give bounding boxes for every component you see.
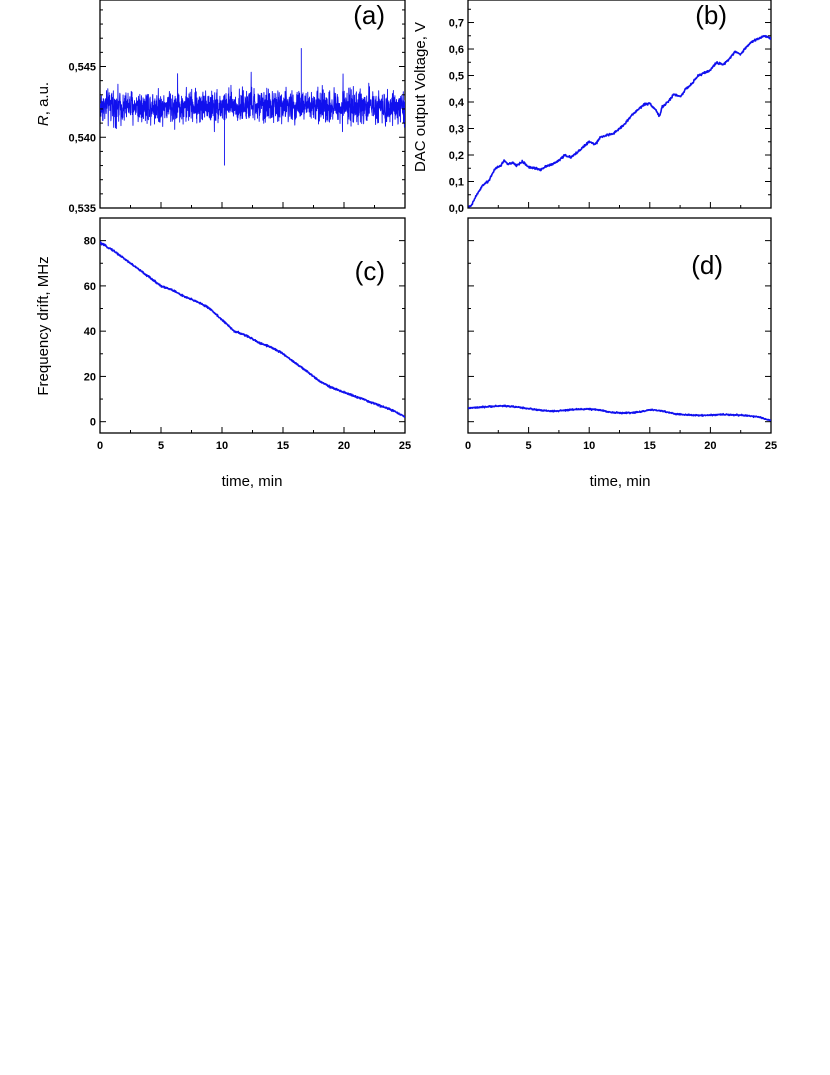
panel-a-ylabel-rest: , a.u. [35,82,52,115]
panel-a-label: (a) [353,0,385,30]
x-tick-label: 5 [526,440,532,452]
panel-a: 0,535 0,540 0,545 (a) R, a.u. [35,0,406,215]
panel-d-xticks: 0 5 10 15 20 25 [465,427,777,452]
panel-b-series-line [468,34,771,208]
y-tick-label: 0,2 [449,150,464,162]
panel-d-frame [467,217,772,434]
y-tick-label: 0,0 [449,203,464,215]
panel-b-label: (b) [695,0,727,30]
y-tick-label: 0,6 [449,44,464,56]
panel-a-ylabel: R, a.u. [35,82,52,126]
x-tick-label: 10 [583,440,595,452]
x-tick-label: 20 [704,440,716,452]
x-tick-label: 0 [465,440,471,452]
panel-c-frame [99,217,406,434]
panel-b-ylabel: DAC output Voltage, V [412,22,429,172]
y-tick-label: 40 [84,326,96,338]
panel-a-ylabel-italic: R [35,115,52,126]
panel-a-traces [100,48,405,166]
panel-c-yticks: 0 20 40 60 80 [84,217,405,429]
y-tick-label: 0,1 [449,177,464,189]
y-tick-label: 0,5 [449,71,464,83]
y-tick-label: 0,540 [68,132,96,144]
panel-c-ylabel: Frequency drift, MHz [35,256,52,395]
panel-b-yticks: 0,0 0,1 0,2 0,3 0,4 0,5 0,6 0,7 [449,8,771,215]
x-tick-label: 25 [399,440,411,452]
y-tick-label: 0,7 [449,18,464,30]
panel-a-yticks: 0,535 0,540 0,545 [68,9,405,215]
y-tick-label: 0,4 [449,97,465,109]
y-tick-label: 60 [84,281,96,293]
x-tick-label: 15 [644,440,656,452]
x-tick-label: 0 [97,440,103,452]
panel-a-series-line [100,48,405,166]
panel-c: 0 20 40 60 80 0 5 10 15 20 25 (c) Frequency drift… [35,217,411,490]
y-tick-label: 0,3 [449,124,464,136]
panel-b: 0,0 0,1 0,2 0,3 0,4 0,5 0,6 0,7 (b) DAC output … [412,0,772,215]
x-tick-label: 10 [216,440,228,452]
y-tick-label: 20 [84,371,96,383]
x-tick-label: 15 [277,440,289,452]
panel-c-label: (c) [355,256,385,286]
panel-c-series-line [100,241,405,419]
panel-a-xticks [99,202,406,208]
x-tick-label: 25 [765,440,777,452]
y-tick-label: 0,535 [68,203,96,215]
y-tick-label: 0 [90,417,96,429]
panel-d: 0 5 10 15 20 25 (d) time, min [465,217,777,490]
y-tick-label: 80 [84,236,96,248]
panel-c-xticks: 0 5 10 15 20 25 [97,427,411,452]
panel-c-traces [100,241,405,419]
panel-b-traces [468,34,771,208]
panel-d-series-line [468,404,771,422]
y-tick-label: 0,545 [68,62,96,74]
panel-d-traces [468,404,771,422]
panel-d-yticks [468,217,771,423]
x-tick-label: 20 [338,440,350,452]
panel-d-label: (d) [691,250,723,280]
panel-b-xticks [467,202,772,208]
panel-b-frame [467,0,772,209]
panel-d-xlabel: time, min [590,473,651,490]
panel-c-xlabel: time, min [222,473,283,490]
x-tick-label: 5 [158,440,164,452]
